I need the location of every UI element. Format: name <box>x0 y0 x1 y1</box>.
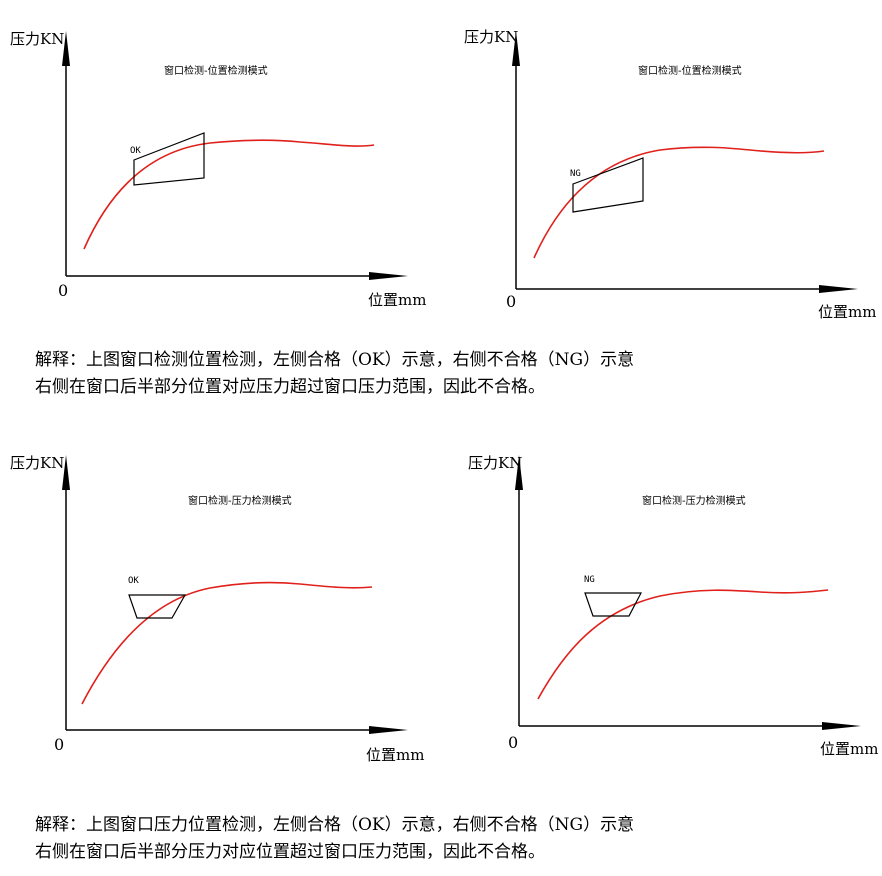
y-axis-label: 压力KN <box>10 30 64 48</box>
caption-top: 解释：上图窗口检测位置检测，左侧合格（OK）示意，右侧不合格（NG）示意 右侧在… <box>35 347 634 401</box>
panel-4: 压力KN 位置mm 0 窗口检测-压力检测模式 NG <box>468 454 878 758</box>
y-axis-label: 压力KN <box>468 454 522 472</box>
panel-title: 窗口检测-压力检测模式 <box>188 494 292 507</box>
y-axis-label: 压力KN <box>464 28 518 46</box>
y-axis-arrow <box>62 455 70 490</box>
x-axis-arrow <box>822 722 861 730</box>
panel-1: 压力KN 位置mm 0 窗口检测-位置检测模式 OK <box>10 30 426 309</box>
x-axis-label: 位置mm <box>366 746 424 764</box>
detection-window <box>133 132 205 186</box>
origin-label: 0 <box>58 281 68 300</box>
caption-line-2: 右侧在窗口后半部分位置对应压力超过窗口压力范围，因此不合格。 <box>35 377 545 397</box>
panel-title: 窗口检测-压力检测模式 <box>642 494 746 507</box>
origin-label: 0 <box>54 735 64 754</box>
red-pressure-curve <box>83 139 375 250</box>
x-axis-arrow <box>819 285 858 293</box>
panel-3: 压力KN 位置mm 0 窗口检测-压力检测模式 OK <box>10 454 424 764</box>
panel-title: 窗口检测-位置检测模式 <box>638 64 742 77</box>
y-axis-arrow <box>515 455 523 490</box>
x-axis-label: 位置mm <box>820 740 878 758</box>
x-axis-arrow <box>369 726 408 734</box>
panel-title: 窗口检测-位置检测模式 <box>164 64 268 77</box>
caption-line-1: 解释：上图窗口检测位置检测，左侧合格（OK）示意，右侧不合格（NG）示意 <box>35 350 635 370</box>
x-axis-label: 位置mm <box>818 303 876 321</box>
detection-window <box>572 157 644 213</box>
red-pressure-curve <box>81 581 373 705</box>
panel-2: 压力KN 位置mm 0 窗口检测-位置检测模式 NG <box>464 28 876 321</box>
caption-line-2: 右侧在窗口后半部分压力对应位置超过窗口压力范围，因此不合格。 <box>35 842 545 862</box>
detection-window <box>584 592 642 617</box>
y-axis-arrow <box>512 31 520 66</box>
red-pressure-curve <box>537 589 829 700</box>
window-status-label: OK <box>128 576 139 586</box>
origin-label: 0 <box>508 733 518 752</box>
caption-line-1: 解释：上图窗口压力位置检测，左侧合格（OK）示意，右侧不合格（NG）示意 <box>35 815 635 835</box>
detection-window <box>128 594 187 619</box>
origin-label: 0 <box>506 292 516 311</box>
window-status-label: OK <box>130 146 141 156</box>
window-status-label: NG <box>570 169 581 179</box>
window-status-label: NG <box>584 575 595 585</box>
x-axis-label: 位置mm <box>368 291 426 309</box>
red-pressure-curve <box>533 146 825 259</box>
caption-bottom: 解释：上图窗口压力位置检测，左侧合格（OK）示意，右侧不合格（NG）示意 右侧在… <box>35 812 634 866</box>
y-axis-label: 压力KN <box>10 454 64 472</box>
x-axis-arrow <box>369 272 408 280</box>
y-axis-arrow <box>62 31 70 66</box>
